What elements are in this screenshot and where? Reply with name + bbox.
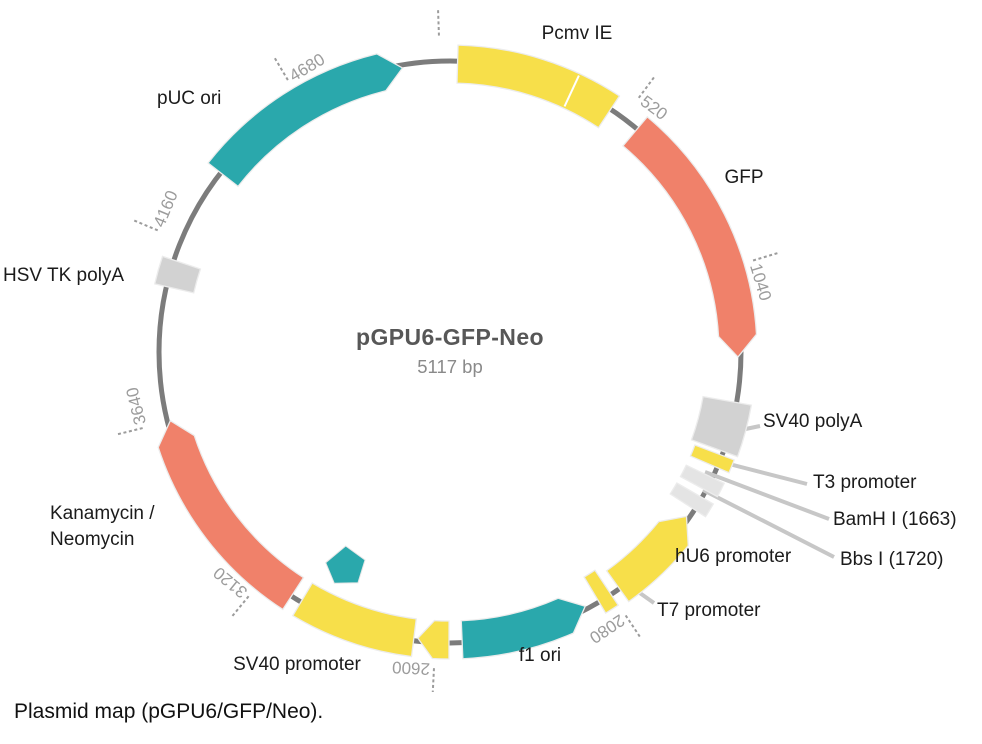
feature-label-pcmv-ie: Pcmv IE (542, 23, 613, 44)
feature-label-sv40-polya: SV40 polyA (763, 411, 863, 432)
plasmid-name: pGPU6-GFP-Neo (356, 324, 544, 350)
leader-line-bamhi-site (704, 470, 830, 521)
feature-gfp (621, 115, 758, 359)
feature-kanamycin-neomycin (157, 419, 305, 611)
figure-caption: Plasmid map (pGPU6/GFP/Neo). (14, 700, 324, 723)
feature-sv40-promoter-arrowhead (417, 619, 450, 660)
feature-label-puc-ori: pUC ori (157, 88, 221, 109)
plasmid-size: 5117 bp (417, 356, 483, 377)
feature-f1-ori (460, 597, 587, 660)
feature-puc-ori (207, 53, 404, 188)
tick-dash (431, 667, 436, 694)
feature-t3-promoter (689, 444, 736, 474)
feature-divider-pcmv-ie (563, 75, 580, 107)
feature-label-hu6-promoter: hU6 promoter (675, 546, 792, 567)
feature-label-t7-promoter: T7 promoter (657, 600, 761, 621)
feature-bbsi-site (669, 482, 715, 518)
tick-dash (274, 57, 290, 82)
feature-sv40-promoter (291, 582, 418, 658)
tick-3640: 3640 (117, 385, 151, 436)
tick-dash (437, 10, 440, 37)
tick-4160: 4160 (133, 188, 182, 232)
feature-label-kanamycin-neomycin: Kanamycin / (50, 503, 155, 524)
feature-label-t3-promoter: T3 promoter (813, 472, 917, 493)
feature-hsv-tk-polya (153, 255, 202, 294)
tick-dash (637, 76, 655, 99)
feature-label-bbsi-site: Bbs I (1720) (840, 549, 944, 570)
tick-2600: 2600 (392, 657, 436, 694)
feature-sv40-polya (690, 395, 753, 458)
tick-label: 4160 (150, 188, 182, 230)
tick-label: 2080 (586, 610, 628, 647)
tick-label: 2600 (392, 657, 431, 678)
feature-label-sv40-promoter: SV40 promoter (233, 654, 361, 675)
feature-label-f1-ori: f1 ori (519, 645, 561, 666)
feature-label-gfp: GFP (724, 167, 763, 188)
tick-origin (437, 10, 440, 37)
feature-bamhi-site (679, 464, 726, 498)
tick-label: 520 (637, 92, 671, 124)
tick-dash (117, 426, 144, 436)
feature-label-bamhi-site: BamH I (1663) (833, 509, 957, 530)
leader-line-bbsi-site (702, 488, 835, 559)
tick-dash (752, 252, 778, 262)
tick-520: 520 (637, 76, 671, 124)
tick-label: 3640 (123, 385, 151, 426)
tick-dash (624, 614, 641, 638)
feature-hu6-promoter (605, 515, 689, 603)
tick-dash (133, 219, 159, 232)
feature-t7-promoter (583, 569, 620, 615)
feature-label-kanamycin-neomycin: Neomycin (50, 529, 134, 550)
tick-dash (231, 595, 250, 617)
pentagon-marker (325, 545, 366, 584)
feature-pcmv-ie (456, 44, 621, 129)
feature-label-hsv-tk-polya: HSV TK polyA (3, 265, 124, 286)
tick-2080: 2080 (586, 610, 641, 647)
